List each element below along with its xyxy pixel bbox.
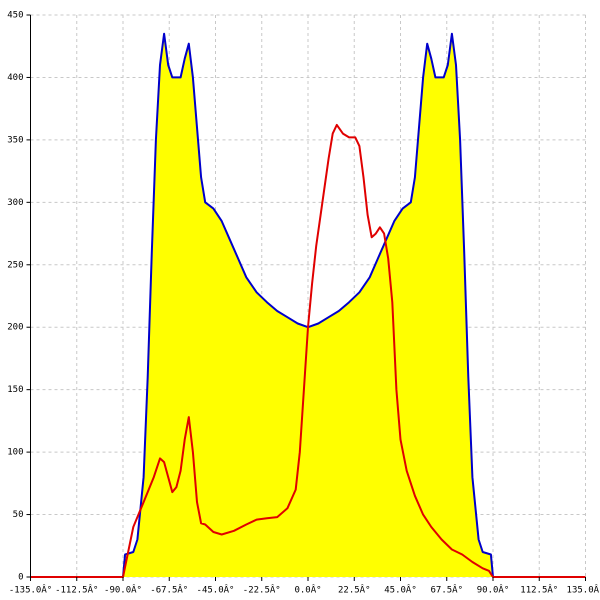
y-tick-label: 300 [7,198,23,208]
y-tick-label: 50 [13,510,24,520]
x-tick-label: -22.5Â° [243,584,281,596]
y-tick-label: 200 [7,323,23,333]
plot [30,32,586,578]
y-tick-label: 350 [7,135,23,145]
x-tick-label: -90.0Â° [104,584,142,596]
axes: 0 50 100 150 200 250 300 350 400 450 -135.0Â° -112.… [7,11,600,596]
y-tick-label: 0 [18,573,23,583]
x-tick-label: 0.0Â° [294,584,321,596]
x-tick-label: -67.5Â° [150,584,188,596]
x-tick-label: -135.0Â° [9,584,52,596]
x-tick-label: 112.5Â° [520,584,558,596]
x-tick-label: 135.0Â° [567,584,600,596]
x-tick-label: -45.0Â° [197,584,235,596]
x-tick-label: 67.5Â° [430,584,463,596]
x-tick-label: 90.0Â° [477,584,510,596]
y-tick-label: 250 [7,260,23,270]
line [30,123,586,578]
y-tick-label: 450 [7,11,23,21]
y-tick-label: 100 [7,448,23,458]
y-tick-label: 400 [7,73,23,83]
x-tick-label: 22.5Â° [338,584,371,596]
x-tick-label: -112.5Â° [55,584,98,596]
y-tick-label: 150 [7,385,23,395]
x-tick-label: 45.0Â° [384,584,417,596]
